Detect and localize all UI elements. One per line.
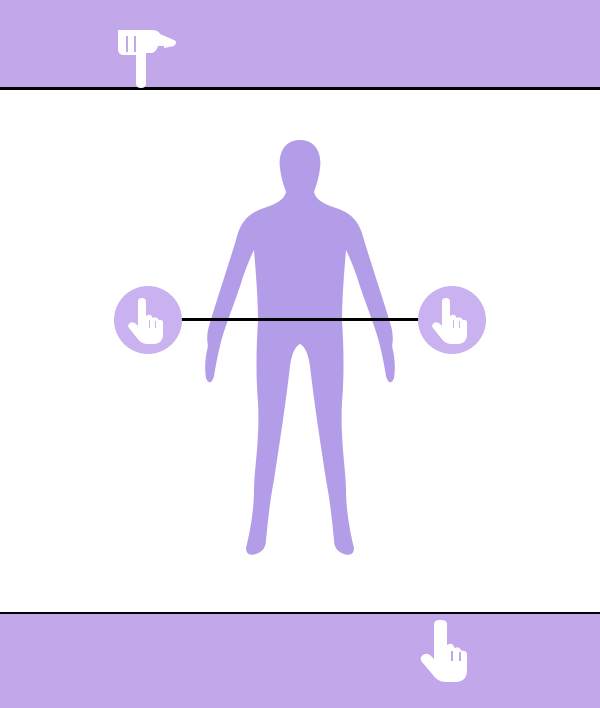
left-drag-handle[interactable] xyxy=(114,286,182,354)
pointing-hand-down-icon xyxy=(118,30,176,88)
top-band xyxy=(0,0,600,88)
bottom-drag-handle[interactable] xyxy=(418,618,482,682)
right-drag-handle[interactable] xyxy=(418,286,486,354)
measurement-line[interactable] xyxy=(180,318,420,321)
pointing-hand-up-icon xyxy=(432,298,467,344)
pointing-hand-up-icon xyxy=(128,298,163,344)
pointing-hand-up-icon xyxy=(420,620,467,682)
top-drag-handle[interactable] xyxy=(112,26,176,88)
human-silhouette xyxy=(205,140,395,555)
bottom-boundary-line[interactable] xyxy=(0,612,600,615)
top-boundary-line[interactable] xyxy=(0,87,600,90)
bottom-band xyxy=(0,614,600,708)
